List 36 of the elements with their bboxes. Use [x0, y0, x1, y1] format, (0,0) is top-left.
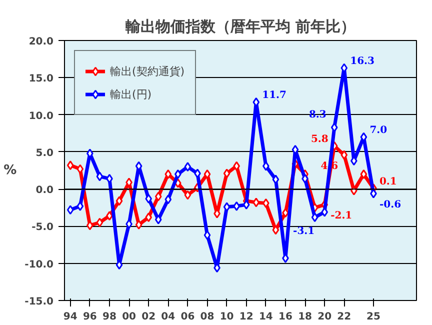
x-tick-label: 18 — [298, 312, 312, 322]
x-tick-label: 22 — [337, 312, 352, 322]
data-label: -0.6 — [379, 200, 402, 211]
data-label: -2.1 — [330, 210, 352, 222]
x-tick-label: 00 — [122, 312, 136, 322]
data-label: -3.1 — [293, 226, 315, 238]
x-tick-label: 94 — [63, 312, 78, 322]
y-tick-label: -5.0 — [32, 222, 54, 234]
y-tick-label: 20.0 — [28, 36, 54, 48]
x-tick-label: 04 — [161, 312, 176, 322]
x-tick-label: 98 — [102, 312, 116, 322]
data-label: 0.1 — [379, 176, 397, 188]
x-tick-label: 10 — [220, 312, 234, 322]
y-tick-label: 0.0 — [36, 185, 54, 196]
chart-title: 輸出物価指数（暦年平均 前年比） — [124, 18, 356, 36]
y-tick-label: 10.0 — [28, 110, 54, 122]
y-tick-label: -15.0 — [24, 296, 54, 308]
x-tick-label: 12 — [239, 312, 254, 322]
data-label: 7.0 — [370, 125, 388, 136]
legend-label: 輸出(契約通貨) — [110, 64, 185, 78]
data-label: 16.3 — [350, 56, 375, 67]
y-tick-label: 15.0 — [28, 74, 54, 85]
x-tick-label: 25 — [366, 312, 380, 322]
legend-label: 輸出(円) — [110, 86, 152, 102]
y-tick-label: -10.0 — [24, 259, 54, 270]
x-tick-label: 16 — [278, 312, 292, 322]
x-tick-label: 08 — [200, 312, 214, 322]
data-label: 11.7 — [262, 90, 287, 102]
x-tick-label: 96 — [82, 312, 97, 322]
x-tick-label: 06 — [180, 312, 195, 322]
y-axis-title: % — [4, 163, 17, 178]
x-tick-label: 14 — [258, 312, 273, 322]
x-tick-label: 02 — [142, 312, 156, 322]
x-tick-label: 20 — [318, 312, 332, 322]
data-label: 5.8 — [310, 134, 328, 145]
y-tick-label: 5.0 — [36, 148, 54, 159]
